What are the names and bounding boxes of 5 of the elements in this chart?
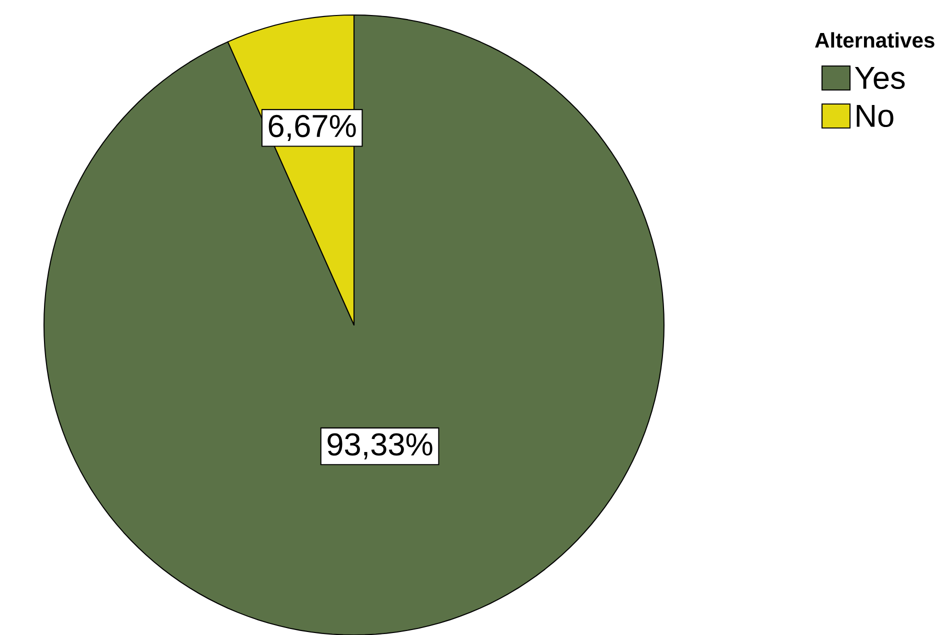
data-label: 93,33% <box>328 433 432 460</box>
legend-label: No <box>856 104 894 128</box>
legend-label: Yes <box>854 66 905 90</box>
legend-title: Alternatives <box>815 32 934 48</box>
data-label: 6,67% <box>268 114 356 141</box>
